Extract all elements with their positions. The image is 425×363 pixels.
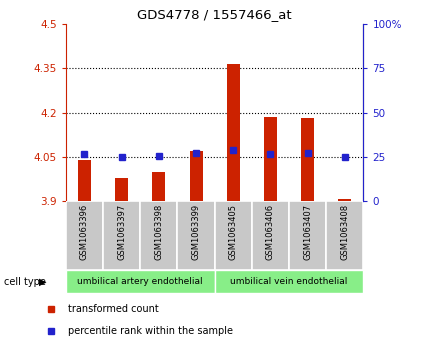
Text: umbilical artery endothelial: umbilical artery endothelial — [77, 277, 203, 286]
Text: GSM1063408: GSM1063408 — [340, 204, 349, 260]
Bar — [190, 151, 203, 201]
Text: GSM1063407: GSM1063407 — [303, 204, 312, 260]
Text: GSM1063406: GSM1063406 — [266, 204, 275, 260]
Bar — [115, 178, 128, 201]
Text: percentile rank within the sample: percentile rank within the sample — [68, 326, 233, 336]
Text: ▶: ▶ — [39, 277, 47, 287]
Text: GSM1063398: GSM1063398 — [154, 204, 163, 260]
Text: GSM1063405: GSM1063405 — [229, 204, 238, 260]
Bar — [326, 201, 363, 270]
Bar — [66, 201, 103, 270]
Bar — [152, 172, 165, 201]
Title: GDS4778 / 1557466_at: GDS4778 / 1557466_at — [137, 8, 292, 21]
Text: umbilical vein endothelial: umbilical vein endothelial — [230, 277, 348, 286]
Text: transformed count: transformed count — [68, 304, 159, 314]
Bar — [338, 199, 351, 201]
Text: GSM1063399: GSM1063399 — [192, 204, 201, 260]
Text: GSM1063397: GSM1063397 — [117, 204, 126, 260]
Bar — [103, 201, 140, 270]
Bar — [289, 201, 326, 270]
Text: cell type: cell type — [4, 277, 46, 287]
Bar — [301, 118, 314, 201]
Text: GSM1063396: GSM1063396 — [80, 204, 89, 260]
Bar — [252, 201, 289, 270]
Bar — [140, 201, 178, 270]
Bar — [227, 64, 240, 201]
Bar — [66, 270, 215, 293]
Bar — [178, 201, 215, 270]
Bar — [78, 160, 91, 201]
Bar — [264, 117, 277, 201]
Bar — [215, 270, 363, 293]
Bar — [215, 201, 252, 270]
